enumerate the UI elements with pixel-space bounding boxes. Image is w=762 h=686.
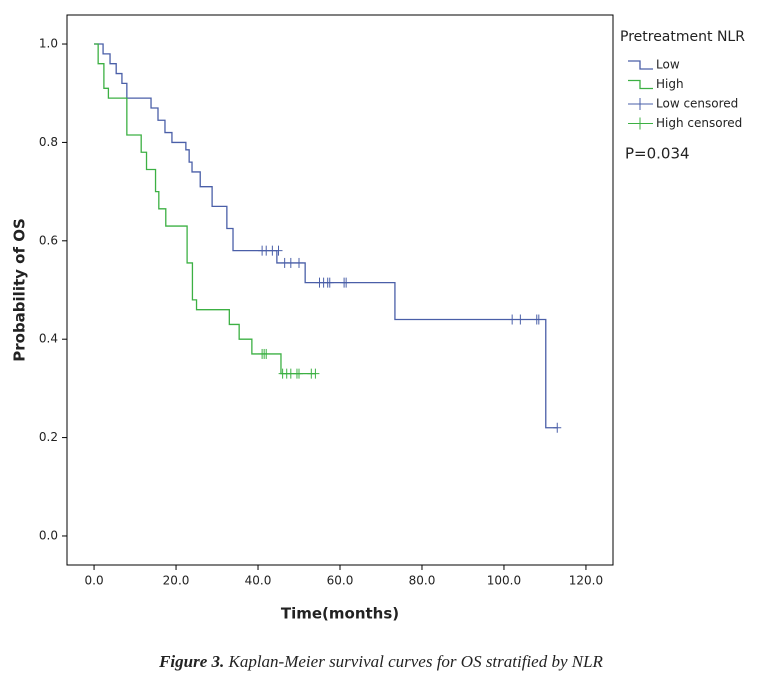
legend-label: High <box>656 77 684 91</box>
censor-mark <box>342 277 351 288</box>
x-tick-label: 20.0 <box>163 574 190 588</box>
y-tick-label: 0.4 <box>39 332 58 346</box>
x-axis-label: Time(months) <box>281 605 399 623</box>
annotation: P=0.034 <box>625 145 690 163</box>
y-tick-label: 0.6 <box>39 233 58 247</box>
censor-mark <box>516 314 525 325</box>
censor-mark <box>262 348 271 359</box>
censor-mark <box>295 368 304 379</box>
caption: Figure 3. Kaplan-Meier survival curves f… <box>158 652 603 671</box>
plot-area <box>66 14 614 566</box>
censor-mark <box>534 314 543 325</box>
censor-mark <box>508 314 517 325</box>
legend-label: Low <box>656 58 680 72</box>
censor-mark <box>274 245 283 256</box>
y-tick-label: 0.0 <box>39 528 58 542</box>
legend-label: High censored <box>656 116 742 130</box>
x-tick-label: 80.0 <box>409 574 436 588</box>
y-axis-label: Probability of OS <box>11 218 29 362</box>
y-tick-label: 1.0 <box>39 37 58 51</box>
y-tick-label: 0.2 <box>39 430 58 444</box>
x-tick-label: 100.0 <box>487 574 521 588</box>
censor-mark <box>311 368 320 379</box>
censor-mark <box>325 277 334 288</box>
legend-title: Pretreatment NLR <box>620 29 745 45</box>
x-tick-label: 40.0 <box>245 574 272 588</box>
legend-icon <box>628 60 653 70</box>
legend-icon <box>628 79 653 90</box>
caption-label: Figure 3. <box>158 652 224 671</box>
legend-label: Low censored <box>656 97 738 111</box>
censor-mark <box>295 257 304 268</box>
censor-mark <box>553 422 562 433</box>
x-tick-label: 60.0 <box>327 574 354 588</box>
x-tick-label: 120.0 <box>569 574 603 588</box>
censor-mark <box>286 257 295 268</box>
survival-curve <box>94 43 316 375</box>
x-tick-label: 0.0 <box>85 574 104 588</box>
y-tick-label: 0.8 <box>39 135 58 149</box>
caption-text: Kaplan-Meier survival curves for OS stra… <box>228 652 604 671</box>
